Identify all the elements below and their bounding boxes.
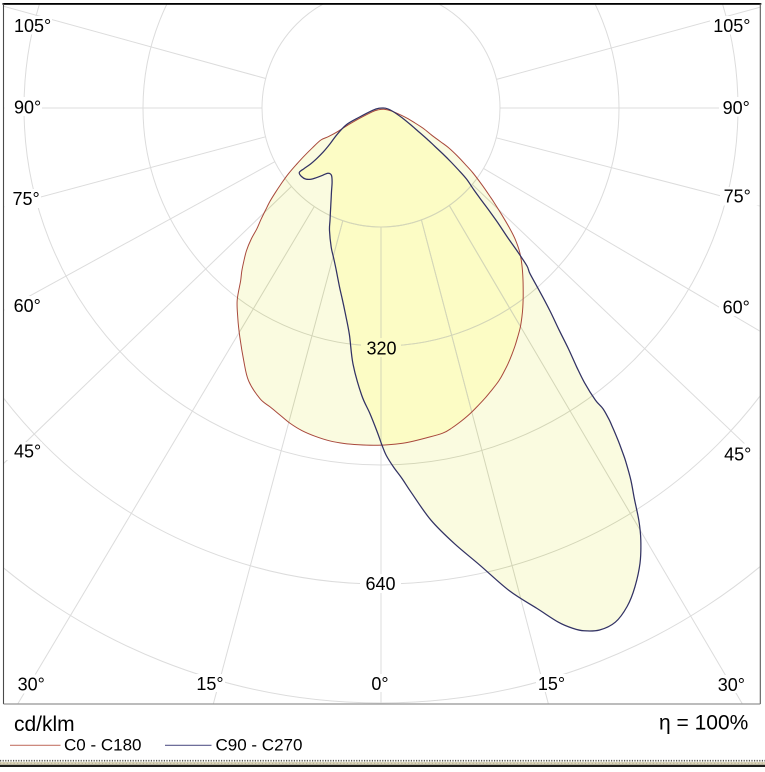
svg-text:0°: 0° — [371, 674, 388, 694]
svg-text:45°: 45° — [724, 444, 751, 464]
svg-text:105°: 105° — [14, 16, 51, 36]
svg-text:C0 - C180: C0 - C180 — [64, 735, 141, 754]
svg-text:45°: 45° — [14, 442, 41, 462]
svg-text:75°: 75° — [13, 189, 40, 209]
svg-text:60°: 60° — [14, 296, 41, 316]
svg-text:30°: 30° — [18, 675, 45, 695]
svg-text:C90 - C270: C90 - C270 — [216, 735, 303, 754]
svg-text:320: 320 — [366, 339, 396, 359]
svg-text:η = 100%: η = 100% — [659, 711, 748, 734]
svg-text:105°: 105° — [713, 16, 750, 36]
svg-text:640: 640 — [365, 574, 395, 594]
svg-text:75°: 75° — [724, 187, 751, 207]
svg-text:15°: 15° — [538, 674, 565, 694]
svg-text:30°: 30° — [718, 675, 745, 695]
svg-text:90°: 90° — [723, 98, 750, 118]
svg-text:cd/klm: cd/klm — [14, 713, 75, 736]
svg-text:90°: 90° — [14, 97, 41, 117]
svg-text:15°: 15° — [196, 674, 223, 694]
svg-text:60°: 60° — [723, 298, 750, 318]
